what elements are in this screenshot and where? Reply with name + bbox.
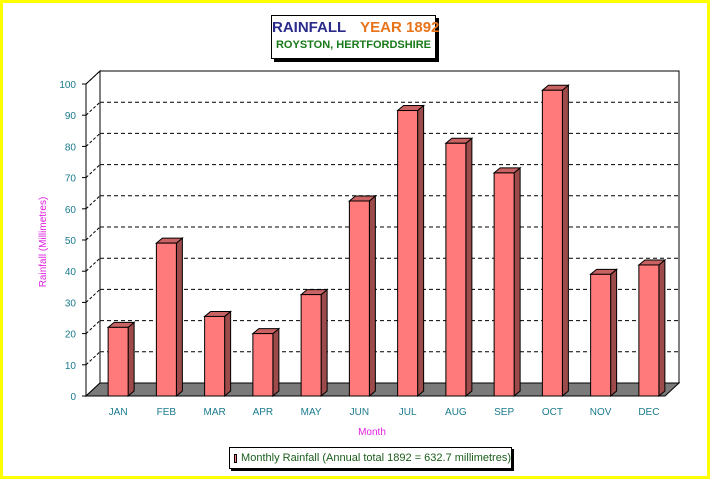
chart-floor xyxy=(84,382,681,397)
legend: Monthly Rainfall (Annual total 1892 = 63… xyxy=(229,447,512,469)
legend-swatch xyxy=(234,453,238,463)
x-tick-label: FEB xyxy=(157,407,177,418)
bar-front xyxy=(590,273,612,397)
bar-front xyxy=(252,333,274,397)
bar-front xyxy=(107,326,129,397)
bar-apr xyxy=(251,327,281,398)
gridline-side xyxy=(85,320,101,334)
bar-front xyxy=(300,294,322,397)
gridline-side xyxy=(85,257,101,272)
y-tick-label: 50 xyxy=(65,236,77,247)
x-tick-label: JAN xyxy=(109,407,128,418)
x-tick-label: MAR xyxy=(204,407,226,418)
bar-front xyxy=(638,264,660,397)
chart-title-year: YEAR 1892 xyxy=(360,19,440,36)
x-tick-label: OCT xyxy=(542,407,563,418)
y-tick-label: 80 xyxy=(65,142,77,153)
y-tick-label: 30 xyxy=(65,298,77,309)
gridline-side xyxy=(85,70,101,85)
bar-side xyxy=(224,310,232,398)
chart-title: RAINFALL xyxy=(272,19,347,36)
x-tick-label: MAY xyxy=(301,407,322,418)
bar-dec xyxy=(637,258,667,398)
bar-oct xyxy=(540,84,570,398)
bar-front xyxy=(155,242,177,397)
y-tick-label: 0 xyxy=(70,392,76,403)
gridline-side xyxy=(85,226,101,241)
chart-title-box: RAINFALL YEAR 1892 ROYSTON, HERTFORDSHIRE xyxy=(271,15,439,59)
bar-side xyxy=(272,327,280,398)
bar-side xyxy=(175,237,183,398)
bar-front xyxy=(397,110,419,397)
y-tick-label: 20 xyxy=(65,330,77,341)
bar-front xyxy=(204,315,226,397)
bar-side xyxy=(320,288,328,398)
gridline-side xyxy=(85,195,101,210)
bar-front xyxy=(445,142,467,397)
bar-mar xyxy=(203,310,233,398)
bar-side xyxy=(513,166,521,398)
bar-nov xyxy=(589,268,619,398)
bar-side xyxy=(658,258,666,398)
bar-side xyxy=(465,137,473,398)
chart-subtitle: ROYSTON, HERTFORDSHIRE xyxy=(275,39,432,51)
plot-left-wall xyxy=(85,69,101,398)
gridline-side xyxy=(85,351,101,366)
bar-sep xyxy=(492,166,522,398)
x-tick-label: DEC xyxy=(638,407,659,418)
y-tick-label: 10 xyxy=(65,361,77,372)
y-tick-label: 100 xyxy=(59,80,76,91)
bar-may xyxy=(299,288,329,398)
floor-plane xyxy=(84,382,681,397)
bars xyxy=(106,84,667,398)
gridline-side xyxy=(85,101,101,116)
bar-side xyxy=(127,321,135,398)
x-tick-label: JUN xyxy=(350,407,369,418)
bar-jul xyxy=(396,104,426,398)
bar-jan xyxy=(106,321,136,398)
y-tick-label: 60 xyxy=(65,205,77,216)
bar-aug xyxy=(444,137,474,398)
bar-side xyxy=(561,84,569,398)
legend-label: Monthly Rainfall (Annual total 1892 = 63… xyxy=(241,452,511,464)
bar-side xyxy=(417,104,425,398)
x-axis-ticks: JAN FEB MAR APR MAY JUN JUL AUG SEP OCT NOV DEC xyxy=(109,407,660,418)
bar-jun xyxy=(347,194,377,398)
x-tick-label: NOV xyxy=(590,407,612,418)
bar-side xyxy=(368,194,376,398)
bar-front xyxy=(348,200,370,397)
gridline-side xyxy=(85,133,101,147)
x-axis-title: Month xyxy=(358,427,386,438)
x-tick-label: SEP xyxy=(494,407,514,418)
y-tick-label: 90 xyxy=(65,111,77,122)
chart-title-line: RAINFALL YEAR 1892 xyxy=(272,19,439,36)
grid-lines xyxy=(85,70,679,366)
x-tick-label: APR xyxy=(253,407,274,418)
y-tick-label: 70 xyxy=(65,174,77,185)
gridline-side xyxy=(85,164,101,178)
y-tick-label: 40 xyxy=(65,267,77,278)
bar-feb xyxy=(154,237,184,398)
bar-front xyxy=(541,89,563,397)
gridline-side xyxy=(85,289,101,303)
bar-side xyxy=(610,268,618,398)
y-axis-title: Rainfall (Millimetres) xyxy=(38,197,49,288)
y-axis-ticks: 0 10 20 30 40 50 60 70 80 90 100 xyxy=(59,80,87,403)
bar-front xyxy=(493,172,515,397)
x-tick-label: AUG xyxy=(445,407,467,418)
x-tick-label: JUL xyxy=(399,407,417,418)
